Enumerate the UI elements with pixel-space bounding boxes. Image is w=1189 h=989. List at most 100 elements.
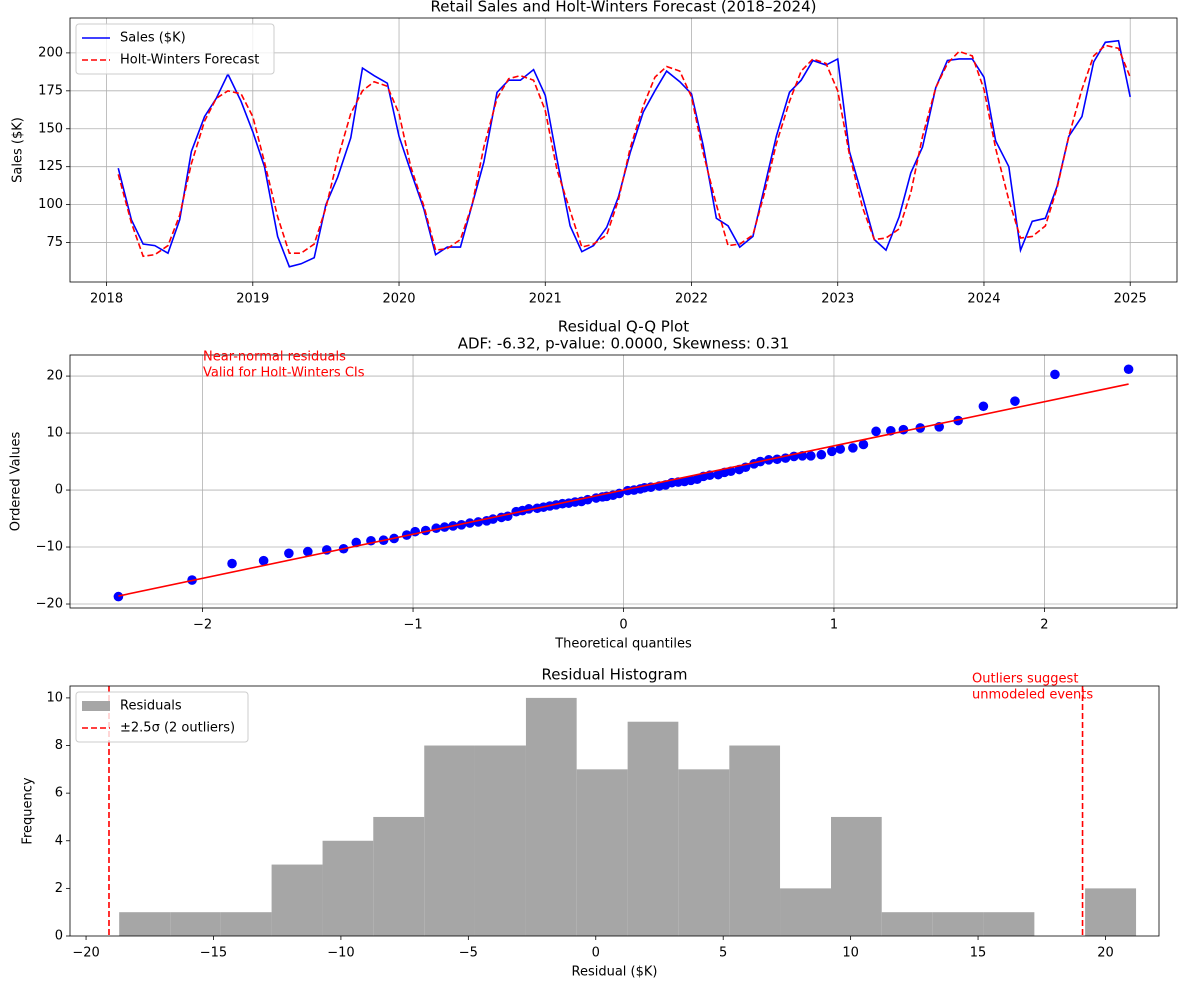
point	[898, 424, 909, 435]
legend-label: ±2.5σ (2 outliers)	[120, 721, 235, 736]
fit-line	[118, 383, 1129, 597]
point	[858, 439, 869, 450]
x-tick-label: 2024	[967, 292, 1000, 307]
legend-swatch	[82, 701, 110, 711]
annotation: Valid for Holt-Winters CIs	[203, 366, 365, 381]
point	[835, 444, 846, 454]
plot-frame	[69, 685, 1160, 937]
point	[827, 446, 837, 457]
hist-bar	[424, 745, 475, 936]
x-tick-label: 1	[830, 618, 838, 633]
point	[284, 548, 294, 559]
hist-bar	[322, 840, 374, 936]
point	[871, 426, 881, 437]
series-line	[117, 44, 1131, 258]
hist-bar	[627, 721, 679, 936]
point	[806, 451, 816, 461]
x-tick-label: 2020	[382, 292, 415, 307]
point	[258, 555, 269, 566]
y-axis-label: Ordered Values	[9, 432, 24, 532]
hist-bar	[831, 816, 882, 936]
y-tick-label: 4	[55, 833, 63, 848]
x-tick-label: −10	[327, 946, 354, 961]
annotation: Outliers suggest	[972, 672, 1078, 687]
hist-bar	[1085, 888, 1137, 936]
chart-title: Residual Q-Q Plot	[558, 318, 689, 336]
hist-bar	[525, 697, 577, 936]
x-tick-label: −1	[403, 618, 422, 633]
y-tick-label: 6	[55, 786, 63, 801]
x-tick-label: 2025	[1114, 292, 1147, 307]
hist-bar	[119, 912, 171, 936]
x-tick-label: 2018	[90, 292, 123, 307]
hist-bar	[983, 912, 1035, 936]
x-tick-label: 2019	[236, 292, 269, 307]
chart-subtitle: ADF: -6.32, p-value: 0.0000, Skewness: 0…	[458, 335, 790, 353]
x-tick-label: 0	[619, 618, 627, 633]
hist-bar	[881, 912, 933, 936]
x-tick-label: 20	[1097, 946, 1114, 961]
x-tick-label: −5	[459, 946, 478, 961]
plot-frame	[69, 354, 1178, 609]
x-tick-label: 15	[970, 946, 987, 961]
legend-box	[75, 23, 275, 75]
legend-label: Sales ($K)	[120, 31, 186, 46]
hist-bar	[678, 769, 730, 936]
y-tick-label: 8	[55, 738, 63, 753]
x-tick-label: −2	[193, 618, 212, 633]
hist-bar	[220, 912, 272, 936]
legend-label: Holt-Winters Forecast	[120, 53, 259, 68]
y-tick-label: 10	[46, 426, 63, 441]
x-axis-label: Theoretical quantiles	[554, 637, 692, 652]
hist-bar	[373, 816, 425, 936]
x-tick-label: −15	[200, 946, 227, 961]
y-tick-label: 10	[46, 690, 63, 705]
y-tick-label: 0	[55, 483, 63, 498]
y-tick-label: 200	[38, 45, 63, 60]
plot-frame	[69, 17, 1178, 283]
hist-bar	[271, 864, 323, 936]
y-tick-label: 100	[38, 197, 63, 212]
point	[227, 558, 237, 569]
legend-box	[75, 691, 249, 743]
annotation: Near-normal residuals	[203, 350, 346, 365]
chart-title: Residual Histogram	[542, 666, 688, 684]
x-tick-label: −20	[72, 946, 99, 961]
point	[816, 449, 827, 460]
chart-title: Retail Sales and Holt-Winters Forecast (…	[431, 0, 817, 16]
x-tick-label: 0	[592, 946, 600, 961]
hist-bar	[474, 745, 526, 936]
point	[420, 525, 431, 536]
y-tick-label: 2	[55, 881, 63, 896]
point	[1123, 364, 1134, 375]
y-tick-label: 150	[38, 121, 63, 136]
y-tick-label: −20	[36, 597, 63, 612]
y-axis-label: Sales ($K)	[11, 117, 26, 183]
y-tick-label: 20	[46, 369, 63, 384]
x-tick-label: 2022	[675, 292, 708, 307]
point	[113, 591, 124, 602]
x-tick-label: 2	[1040, 618, 1048, 633]
point	[1050, 369, 1060, 380]
legend-label: Residuals	[120, 699, 182, 714]
hist-bar	[576, 769, 628, 936]
hist-bar	[170, 912, 221, 936]
y-tick-label: −10	[36, 540, 63, 555]
y-tick-label: 175	[38, 83, 63, 98]
x-tick-label: 2023	[821, 292, 854, 307]
y-tick-label: 125	[38, 159, 63, 174]
x-tick-label: 5	[719, 946, 727, 961]
series-line	[117, 39, 1131, 268]
hist-bar	[932, 912, 984, 936]
y-tick-label: 75	[46, 235, 63, 250]
hist-bar	[780, 888, 832, 936]
x-tick-label: 2021	[529, 292, 562, 307]
x-tick-label: 10	[842, 946, 859, 961]
point	[488, 514, 498, 524]
point	[1010, 396, 1020, 406]
point	[303, 546, 313, 557]
x-axis-label: Residual ($K)	[572, 965, 658, 980]
point	[978, 401, 989, 412]
